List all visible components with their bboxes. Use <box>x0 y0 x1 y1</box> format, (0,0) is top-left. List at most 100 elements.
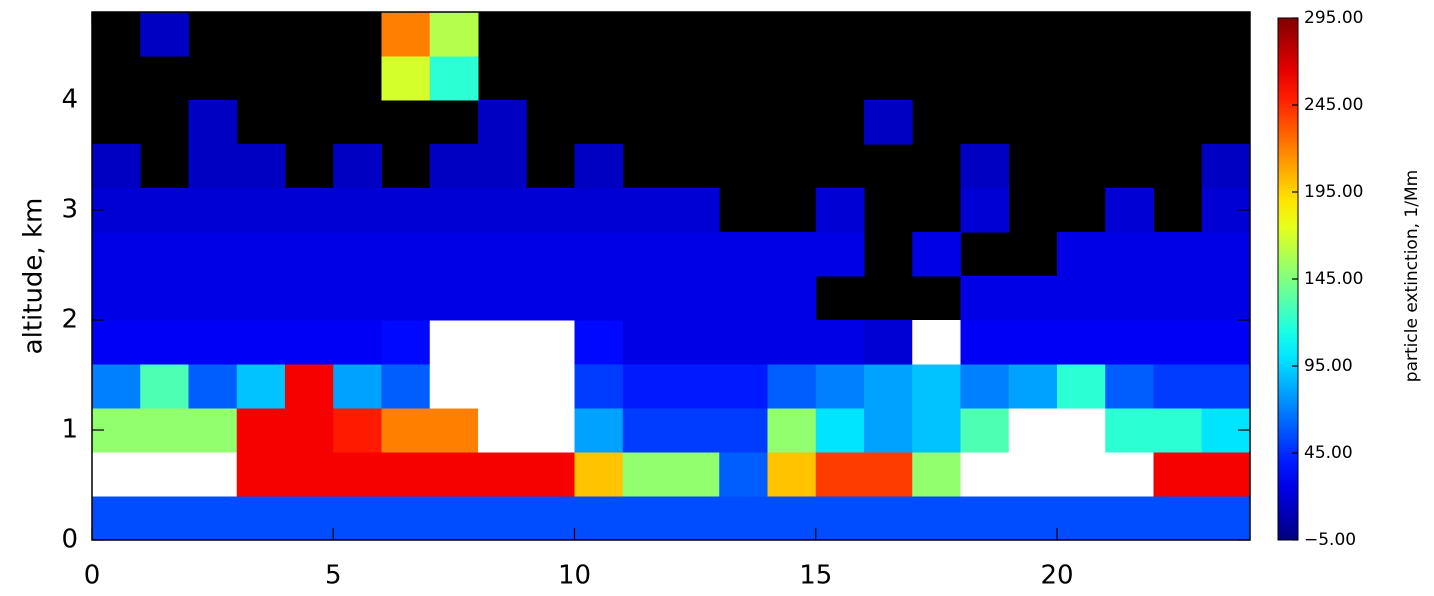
heat-cell <box>285 188 334 233</box>
heat-cell <box>381 496 431 541</box>
x-tick-label: 10 <box>558 561 591 591</box>
heat-cell <box>864 408 913 453</box>
heat-cell <box>188 232 238 277</box>
heat-cell <box>429 496 479 541</box>
heat-cell <box>960 408 1010 453</box>
heat-cell <box>236 276 286 321</box>
heat-cell <box>526 364 575 409</box>
heat-cell <box>622 364 672 409</box>
heat-cell <box>140 408 189 453</box>
heat-cell <box>429 452 479 497</box>
heat-cell <box>333 320 382 365</box>
heat-cell <box>333 188 382 233</box>
heat-cell <box>140 496 189 541</box>
heat-cell <box>1201 452 1251 497</box>
heat-cell <box>671 232 720 277</box>
heat-cell <box>140 452 189 497</box>
heat-cell <box>960 188 1010 233</box>
heat-cell <box>285 276 334 321</box>
heat-cell <box>1057 496 1106 541</box>
heat-cell <box>140 364 189 409</box>
heat-cell <box>1057 276 1106 321</box>
heat-cell <box>381 364 431 409</box>
y-tick-label: 0 <box>61 525 78 555</box>
heat-cell <box>622 320 672 365</box>
heat-cell <box>140 232 189 277</box>
heat-cell <box>526 320 575 365</box>
heat-cell <box>1057 452 1106 497</box>
heat-cell <box>622 188 672 233</box>
heat-cell <box>1057 320 1106 365</box>
heat-cell <box>429 364 479 409</box>
colorbar-tick-label: 295.00 <box>1304 8 1363 28</box>
heat-cell <box>478 408 527 453</box>
heat-cell <box>1201 276 1251 321</box>
heat-cell <box>767 452 817 497</box>
heat-cell <box>864 452 913 497</box>
colorbar-tick-label: 45.00 <box>1304 443 1353 463</box>
heat-cell <box>767 320 817 365</box>
heat-cell <box>478 364 527 409</box>
heat-cell <box>526 452 575 497</box>
heat-cell <box>188 276 238 321</box>
heat-cell <box>864 100 913 145</box>
heat-cell <box>864 320 913 365</box>
heat-cell <box>574 364 624 409</box>
heat-cell <box>1105 452 1154 497</box>
heat-cell <box>478 100 527 145</box>
heat-cell <box>333 144 382 189</box>
heat-cell <box>574 188 624 233</box>
heat-cell <box>960 496 1010 541</box>
heat-cell <box>333 408 382 453</box>
y-tick-label: 4 <box>61 85 78 115</box>
heat-cell <box>912 496 961 541</box>
heat-cell <box>92 496 141 541</box>
plot-frame <box>91 11 1251 541</box>
heat-cell <box>815 452 865 497</box>
heat-cell <box>381 188 431 233</box>
heat-cell <box>236 232 286 277</box>
heat-cell <box>1153 364 1203 409</box>
heat-cell <box>719 452 768 497</box>
heat-cell <box>1057 364 1106 409</box>
heat-cell <box>960 276 1010 321</box>
heat-cell <box>622 452 672 497</box>
heat-cell <box>912 364 961 409</box>
heat-cell <box>92 144 141 189</box>
heat-cell <box>478 452 527 497</box>
heat-cell <box>333 452 382 497</box>
heat-cell <box>333 364 382 409</box>
colorbar-tick-label: 145.00 <box>1304 269 1363 289</box>
heat-cell <box>815 188 865 233</box>
heat-cell <box>1153 232 1203 277</box>
heat-cell <box>188 144 238 189</box>
heat-cell <box>622 232 672 277</box>
heat-cell <box>1105 276 1154 321</box>
heat-cell <box>1057 232 1106 277</box>
heat-cell <box>1008 452 1058 497</box>
heat-cell <box>1008 364 1058 409</box>
x-tick-label: 20 <box>1040 561 1073 591</box>
heat-cell <box>767 232 817 277</box>
heat-cell <box>864 364 913 409</box>
heat-cell <box>236 452 286 497</box>
heat-cell <box>188 452 238 497</box>
colorbar-label: particle extinction, 1/Mm <box>1402 170 1422 382</box>
heat-cell <box>960 364 1010 409</box>
heat-cell <box>236 496 286 541</box>
heat-cell <box>333 232 382 277</box>
heat-cell <box>622 408 672 453</box>
heat-cell <box>526 188 575 233</box>
heat-cell <box>960 320 1010 365</box>
heat-cell <box>912 232 961 277</box>
heat-cell <box>1105 320 1154 365</box>
heat-cell <box>140 276 189 321</box>
heat-cell <box>864 496 913 541</box>
colorbar-tick-label: −5.00 <box>1304 530 1356 550</box>
heat-cell <box>719 496 768 541</box>
heat-cell <box>381 276 431 321</box>
heat-cell <box>381 320 431 365</box>
heat-cell <box>478 232 527 277</box>
heat-cell <box>188 364 238 409</box>
heat-cell <box>188 188 238 233</box>
